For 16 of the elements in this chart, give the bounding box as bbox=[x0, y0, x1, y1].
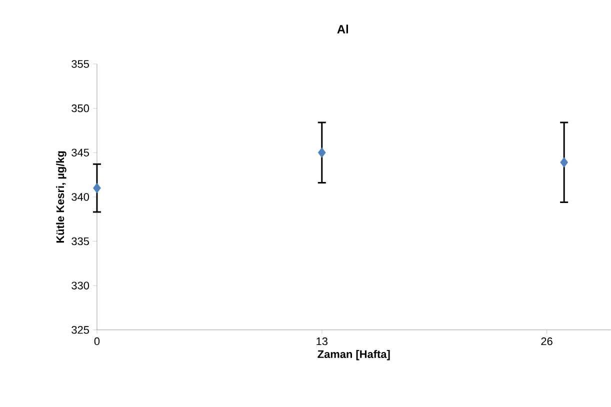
point bbox=[318, 147, 326, 158]
x-tick-label: 26 bbox=[541, 337, 552, 346]
y-tick-label: 330 bbox=[72, 282, 90, 290]
y-tick-label: 345 bbox=[72, 148, 89, 157]
point bbox=[93, 182, 101, 194]
x-tick-label: 0 bbox=[94, 337, 100, 346]
y-tick-label: 350 bbox=[72, 104, 90, 112]
x-axis-title: Zaman [Hafta] bbox=[318, 350, 390, 360]
y-tick-label: 335 bbox=[72, 237, 89, 246]
y-tick-label: 355 bbox=[72, 60, 89, 68]
x-tick-label: 13 bbox=[316, 337, 328, 346]
y-tick-label: 325 bbox=[72, 326, 89, 334]
y-axis-title: Kütle Kesri, µg/kg bbox=[56, 151, 66, 243]
y-tick-label: 340 bbox=[72, 193, 90, 201]
chart-title: Al bbox=[337, 24, 348, 34]
point bbox=[560, 157, 568, 168]
